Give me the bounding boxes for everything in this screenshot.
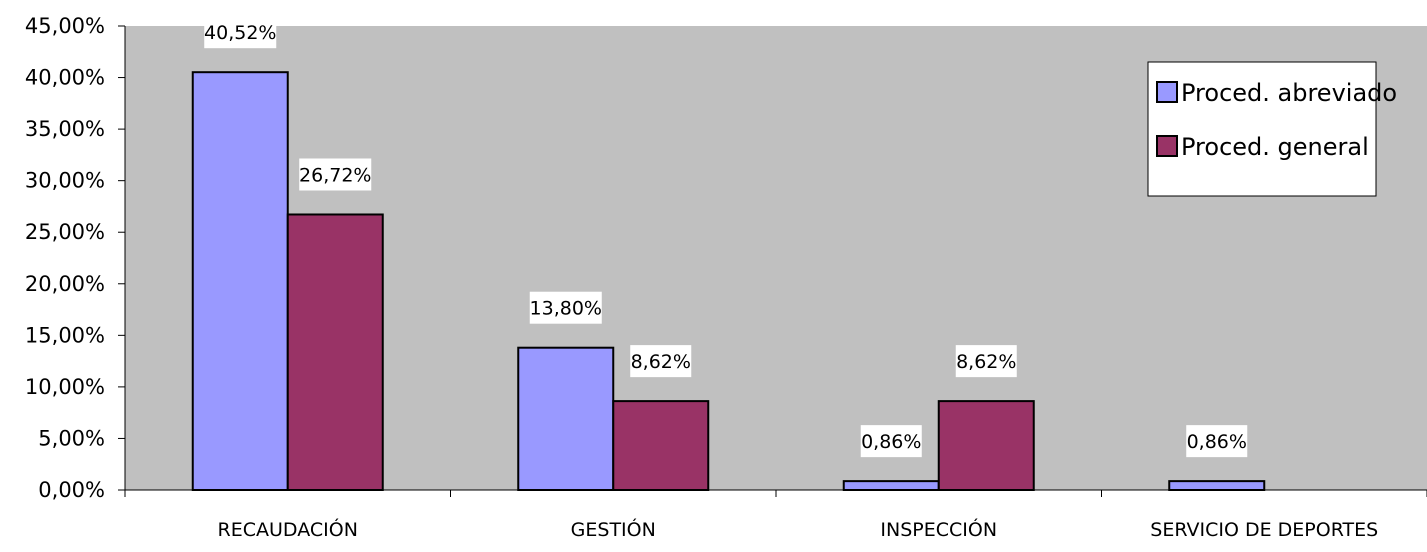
y-tick-label: 5,00%: [38, 426, 105, 450]
data-label-background: [204, 16, 277, 49]
bar: [286, 213, 384, 491]
data-label: 26,72%: [299, 164, 371, 186]
bar: [191, 71, 289, 491]
y-tick-label: 35,00%: [25, 117, 105, 141]
y-tick-label: 10,00%: [25, 375, 105, 399]
x-tick-label: SERVICIO DE DEPORTES: [1150, 519, 1378, 541]
legend: Proced. abreviado Proced. general: [1147, 61, 1397, 197]
x-axis: RECAUDACIÓN GESTIÓN INSPECCIÓN SERVICIO DE …: [124, 489, 1427, 541]
x-tick-label: RECAUDACIÓN: [218, 517, 358, 541]
data-label: 40,52%: [204, 22, 276, 44]
y-tick-label: 40,00%: [25, 66, 105, 90]
data-label-background: [1186, 425, 1248, 458]
data-label-background: [529, 291, 602, 324]
data-label-background: [299, 158, 372, 191]
y-axis: 0,00% 5,00% 10,00% 15,00% 20,00% 25,00% 30,00%…: [25, 14, 126, 502]
legend-swatch: [1156, 135, 1178, 157]
bars: [191, 71, 1266, 492]
bar: [517, 346, 615, 491]
data-label-background: [630, 345, 692, 378]
y-tick-label: 0,00%: [38, 478, 105, 502]
bar: [937, 400, 1035, 491]
y-tick-label: 15,00%: [25, 323, 105, 347]
y-tick-label: 30,00%: [25, 169, 105, 193]
y-tick-label: 25,00%: [25, 220, 105, 244]
y-tick-label: 20,00%: [25, 272, 105, 296]
bar: [1168, 480, 1266, 492]
data-label: 0,86%: [861, 431, 921, 453]
legend-label: Proced. abreviado: [1181, 79, 1397, 107]
data-label: 13,80%: [530, 298, 602, 320]
legend-box: [1147, 61, 1377, 197]
data-label: 8,62%: [956, 351, 1016, 373]
data-label: 0,86%: [1187, 431, 1247, 453]
legend-label: Proced. general: [1181, 133, 1369, 161]
bar: [842, 480, 940, 492]
x-tick-label: INSPECCIÓN: [880, 517, 997, 541]
legend-swatch: [1156, 81, 1178, 103]
data-label-background: [955, 345, 1017, 378]
data-labels: 40,52% 26,72% 13,80% 8,62% 0,86% 8,62% 0,86%: [204, 16, 1248, 458]
y-tick-label: 45,00%: [25, 14, 105, 38]
bar: [612, 400, 710, 491]
x-tick-label: GESTIÓN: [571, 517, 656, 541]
data-label: 8,62%: [631, 351, 691, 373]
data-label-background: [860, 425, 922, 458]
